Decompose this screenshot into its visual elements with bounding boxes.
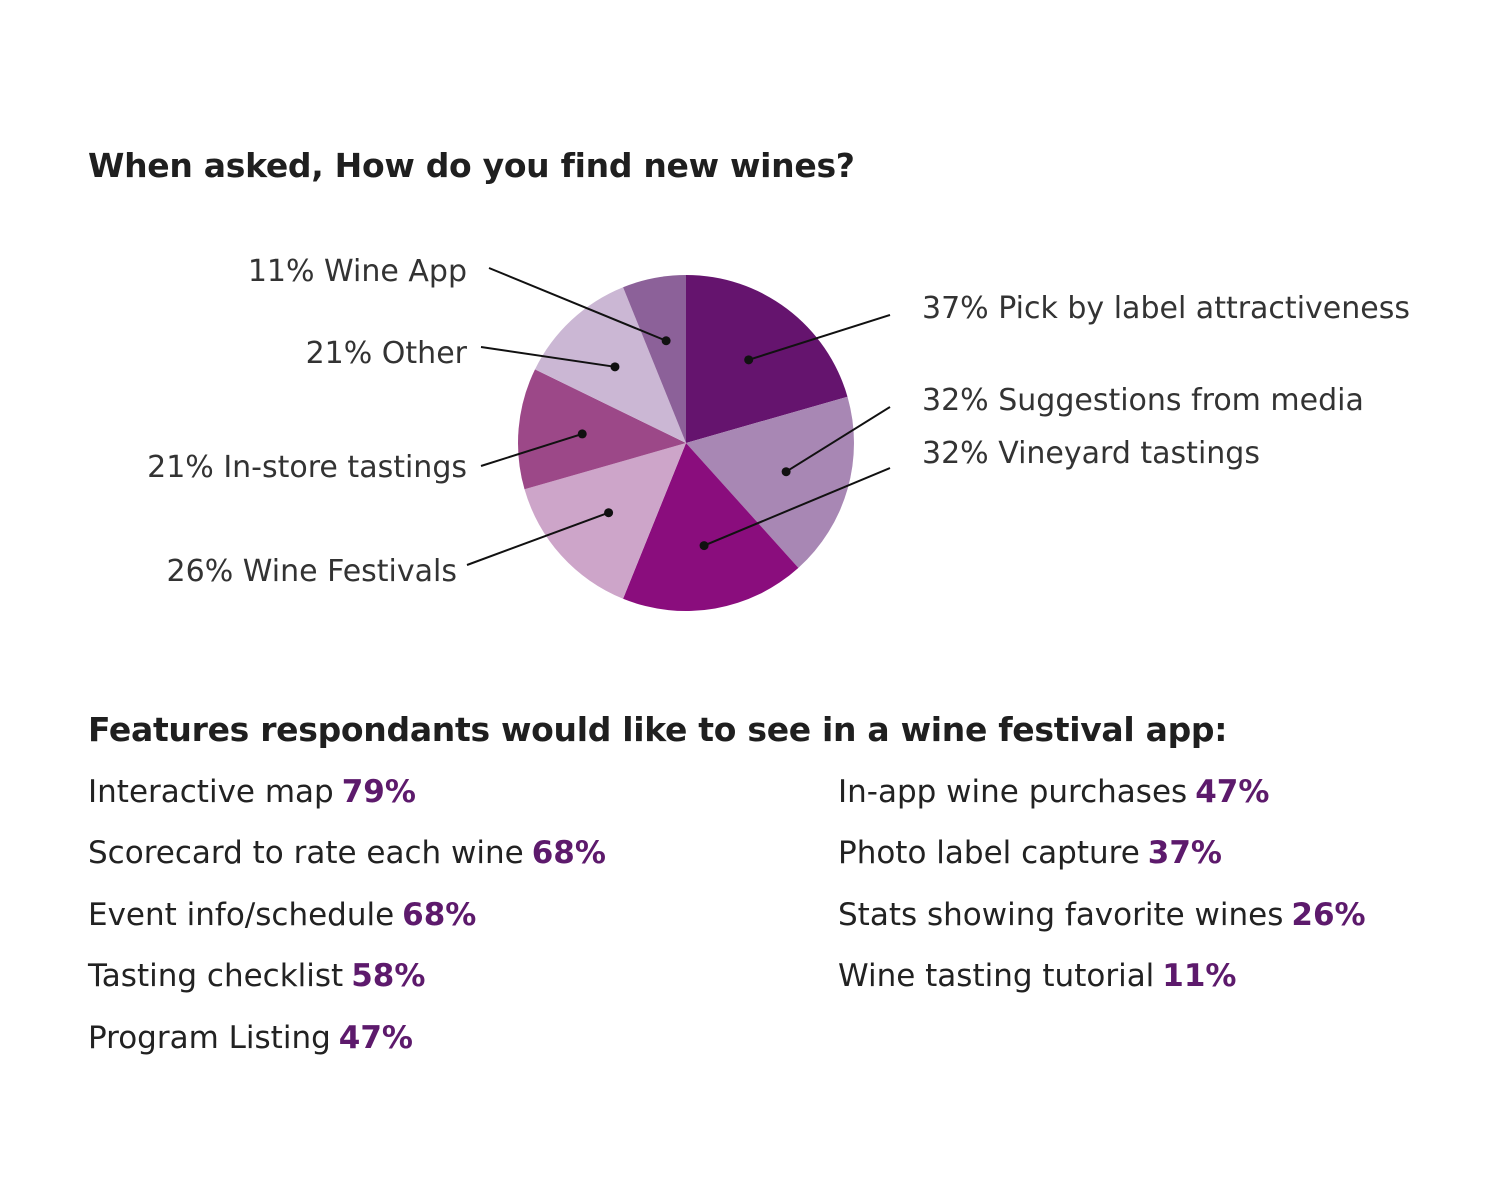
- feature-name: Tasting checklist: [88, 958, 344, 994]
- pie-slice-media-suggestions: [686, 396, 854, 568]
- leader-dot-media-suggestions: [781, 467, 791, 477]
- feature-name: Photo label capture: [838, 835, 1140, 871]
- feature-name: In-app wine purchases: [838, 774, 1188, 810]
- pie-chart: 37% Pick by label attractiveness 32% Sugg…: [147, 254, 1410, 611]
- features-title: Features respondants would like to see i…: [88, 710, 1228, 749]
- slice-label-wine-festivals: 26% Wine Festivals: [167, 554, 457, 589]
- pie-slice-wine-festivals: [524, 443, 686, 599]
- feature-name: Scorecard to rate each wine: [88, 835, 524, 871]
- pie-slice-in-store-tastings: [518, 369, 686, 490]
- leader-line-vineyard-tastings: [703, 467, 891, 547]
- pie-slice-label-attractiveness: [686, 275, 848, 443]
- feature-item-program-listing: Program Listing 47%: [88, 1020, 413, 1056]
- feature-name: Program Listing: [88, 1020, 331, 1056]
- feature-item-event-info: Event info/schedule 68%: [88, 897, 476, 933]
- slice-label-other: 21% Other: [306, 336, 468, 371]
- leader-line-in-store-tastings: [480, 432, 583, 467]
- feature-percent: 11%: [1162, 958, 1237, 994]
- feature-percent: 58%: [351, 958, 426, 994]
- feature-item-in-app-purchases: In-app wine purchases 47%: [838, 774, 1269, 810]
- feature-percent: 37%: [1147, 835, 1222, 871]
- leader-line-other: [480, 346, 616, 368]
- slice-label-label-attractiveness: 37% Pick by label attractiveness: [922, 291, 1410, 326]
- feature-item-tasting-tutorial: Wine tasting tutorial 11%: [838, 958, 1237, 994]
- leader-dot-label-attractiveness: [744, 355, 754, 365]
- pie-slice-wine-app: [623, 275, 686, 443]
- feature-item-scorecard: Scorecard to rate each wine 68%: [88, 835, 606, 871]
- feature-item-interactive-map: Interactive map 79%: [88, 774, 416, 810]
- leader-line-label-attractiveness: [748, 314, 891, 361]
- leader-dot-vineyard-tastings: [699, 541, 709, 551]
- leader-dot-in-store-tastings: [577, 429, 587, 439]
- feature-percent: 68%: [531, 835, 606, 871]
- leader-dot-other: [610, 362, 620, 372]
- slice-label-media-suggestions: 32% Suggestions from media: [922, 383, 1364, 418]
- feature-name: Event info/schedule: [88, 897, 395, 933]
- feature-name: Stats showing favorite wines: [838, 897, 1284, 933]
- feature-name: Wine tasting tutorial: [838, 958, 1155, 994]
- pie-slice-vineyard-tastings: [623, 443, 799, 611]
- leader-line-media-suggestions: [785, 406, 891, 473]
- feature-percent: 47%: [338, 1020, 413, 1056]
- feature-percent: 47%: [1195, 774, 1270, 810]
- leader-dot-wine-app: [661, 336, 671, 346]
- leader-line-wine-app: [488, 267, 667, 342]
- feature-percent: 68%: [402, 897, 477, 933]
- slice-label-wine-app: 11% Wine App: [248, 254, 467, 289]
- chart-title: When asked, How do you find new wines?: [88, 146, 855, 185]
- feature-name: Interactive map: [88, 774, 334, 810]
- leader-line-wine-festivals: [466, 511, 609, 566]
- leader-lines: [466, 267, 891, 566]
- feature-percent: 79%: [341, 774, 416, 810]
- feature-percent: 26%: [1291, 897, 1366, 933]
- leader-dot-wine-festivals: [604, 508, 614, 518]
- feature-item-tasting-checklist: Tasting checklist 58%: [88, 958, 425, 994]
- pie-slices: [518, 275, 854, 611]
- slice-label-in-store-tastings: 21% In-store tastings: [147, 450, 467, 485]
- feature-item-photo-label-capture: Photo label capture 37%: [838, 835, 1222, 871]
- slice-label-vineyard-tastings: 32% Vineyard tastings: [922, 436, 1260, 471]
- slice-labels: 37% Pick by label attractiveness 32% Sugg…: [147, 254, 1410, 589]
- feature-item-favorite-wine-stats: Stats showing favorite wines 26%: [838, 897, 1366, 933]
- pie-slice-other: [535, 287, 686, 443]
